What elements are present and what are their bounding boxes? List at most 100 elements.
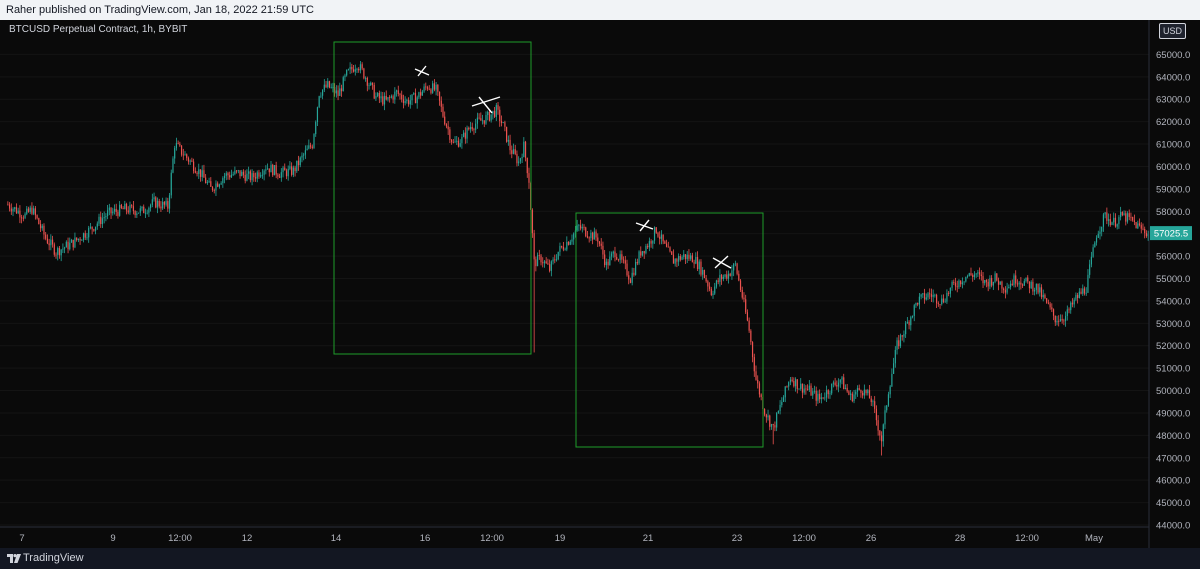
candle-body — [886, 405, 888, 411]
candle-body — [10, 208, 12, 212]
highlight-box-2[interactable] — [575, 212, 764, 448]
candle-body — [137, 212, 140, 214]
candle-body — [585, 227, 587, 237]
candle-body — [22, 217, 24, 219]
cross-marker[interactable] — [712, 255, 732, 269]
candle-body — [949, 287, 951, 294]
candle-body — [1001, 281, 1003, 289]
chart-area[interactable]: 44000.0 45000.0 46000.0 47000.0 48000.0 49000… — [0, 20, 1200, 548]
candle-body — [433, 83, 435, 90]
candle-body — [504, 122, 506, 127]
candle-body — [583, 226, 585, 228]
candle-body — [937, 303, 939, 305]
candle-body — [674, 258, 676, 264]
candle-body — [187, 157, 190, 162]
candle-body — [777, 410, 779, 414]
candle-body — [153, 197, 155, 200]
candle-body — [55, 254, 57, 256]
candle-body — [1111, 222, 1113, 225]
candle-body — [645, 246, 647, 254]
candle-body — [507, 139, 509, 142]
cross-marker[interactable] — [414, 65, 430, 77]
candle-body — [846, 387, 848, 392]
candle-body — [1020, 282, 1022, 285]
candle-body — [82, 233, 85, 240]
candle-body — [363, 68, 365, 79]
candle-body — [179, 143, 181, 146]
candle-body — [1073, 299, 1075, 305]
candle-body — [605, 261, 607, 266]
symbol-label[interactable]: BTCUSD Perpetual Contract, 1h, BYBIT — [9, 24, 188, 35]
candle-body — [573, 233, 575, 240]
currency-button[interactable]: USD — [1159, 23, 1186, 39]
price-tick-label: 52000.0 — [1156, 341, 1190, 352]
candle-body — [789, 379, 792, 383]
candle-body — [714, 286, 716, 294]
candle-body — [898, 340, 900, 347]
candle-body — [592, 232, 594, 240]
footer-brand[interactable]: TradingView — [23, 552, 84, 564]
candle-body — [96, 223, 98, 227]
candle-body — [7, 204, 9, 206]
candle-body — [535, 259, 537, 267]
candle-body — [351, 66, 353, 70]
candle-body — [906, 321, 908, 324]
candle-body — [289, 166, 291, 169]
cross-marker[interactable] — [471, 96, 501, 114]
candle-body — [1008, 286, 1010, 289]
highlight-box-1[interactable] — [333, 41, 532, 355]
candle-body — [203, 170, 205, 178]
price-axis[interactable]: 44000.0 45000.0 46000.0 47000.0 48000.0 49000… — [1148, 20, 1190, 548]
candle-body — [786, 386, 788, 388]
candle-body — [423, 86, 425, 92]
candle-body — [935, 294, 938, 304]
candle-body — [15, 207, 18, 214]
candle-body — [987, 281, 989, 287]
candle-body — [237, 170, 239, 172]
candle-body — [279, 176, 281, 178]
candle-body — [638, 251, 640, 264]
candle-body — [748, 320, 750, 331]
cross-marker[interactable] — [635, 219, 654, 232]
candle-body — [1009, 283, 1012, 287]
candle-body — [972, 275, 974, 278]
candle-body — [43, 225, 45, 235]
tradingview-logo-icon[interactable] — [7, 554, 21, 563]
candle-body — [361, 64, 363, 69]
candle-body — [1023, 281, 1025, 286]
candle-body — [110, 207, 112, 214]
candle-body — [939, 304, 941, 305]
candle-body — [1135, 222, 1137, 229]
candle-body — [984, 280, 986, 284]
candle-body — [394, 91, 396, 100]
candle-body — [155, 197, 157, 208]
candle-body — [273, 165, 276, 176]
candle-body — [1040, 287, 1043, 298]
candle-body — [805, 388, 807, 390]
candle-body — [280, 172, 282, 178]
candle-body — [27, 208, 30, 212]
candle-body — [832, 382, 835, 384]
candle-body — [1114, 217, 1117, 227]
candlestick-chart[interactable]: 44000.0 45000.0 46000.0 47000.0 48000.0 49000… — [0, 20, 1200, 548]
candle-body — [497, 105, 499, 110]
candle-body — [167, 201, 169, 209]
candle-body — [903, 334, 905, 337]
candle-body — [339, 88, 341, 96]
candle-body — [184, 154, 186, 156]
candle-body — [201, 170, 203, 177]
time-axis[interactable]: 7 9 12:00 12 14 16 12:00 19 21 23 12:00 26 28 12:00 Ma… — [0, 526, 1149, 544]
candle-body — [875, 408, 877, 421]
candle-body — [272, 164, 274, 176]
price-tick-label: 64000.0 — [1156, 72, 1190, 83]
candle-body — [738, 273, 740, 281]
candle-body — [413, 93, 415, 95]
candle-body — [39, 224, 42, 229]
candle-body — [1125, 213, 1127, 222]
candle-body — [954, 282, 957, 287]
candle-body — [896, 340, 898, 350]
candle-body — [430, 89, 432, 93]
candle-body — [425, 86, 427, 88]
candle-body — [729, 273, 731, 276]
candle-body — [767, 415, 769, 418]
